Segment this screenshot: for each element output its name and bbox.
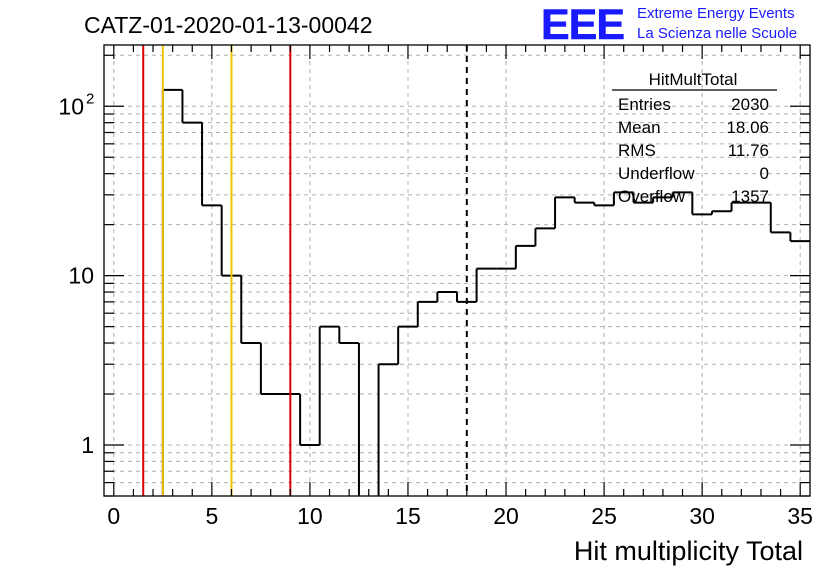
stats-label: Mean xyxy=(618,118,661,137)
stats-value: 18.06 xyxy=(726,118,769,137)
x-tick-labels: 0 5 10 15 20 25 30 35 xyxy=(107,503,813,529)
x-tick-label: 35 xyxy=(787,503,813,529)
x-tick-label: 5 xyxy=(205,503,218,529)
y-tick-exponent: 2 xyxy=(86,90,94,107)
org-name-line1: Extreme Energy Events xyxy=(637,5,795,22)
y-tick-label: 10 xyxy=(58,93,84,119)
x-tick-label: 0 xyxy=(107,503,120,529)
stats-box: HitMultTotal Entries 2030 Mean 18.06 RMS… xyxy=(612,70,777,206)
y-tick-label: 1 xyxy=(81,432,94,458)
stats-row-entries: Entries 2030 xyxy=(618,95,769,114)
x-tick-label: 10 xyxy=(297,503,323,529)
org-name-line2: La Scienza nelle Scuole xyxy=(637,25,797,42)
stats-label: Overflow xyxy=(618,187,686,206)
x-tick-label: 25 xyxy=(591,503,617,529)
stats-label: Entries xyxy=(618,95,671,114)
stats-label: Underflow xyxy=(618,164,695,183)
run-title: CATZ-01-2020-01-13-00042 xyxy=(84,12,373,38)
eee-logo: EEE xyxy=(541,1,624,49)
stats-row-underflow: Underflow 0 xyxy=(618,164,769,183)
x-axis-label: Hit multiplicity Total xyxy=(574,536,803,566)
x-tick-label: 30 xyxy=(689,503,715,529)
stats-label: RMS xyxy=(618,141,656,160)
stats-row-overflow: Overflow 1357 xyxy=(618,187,769,206)
stats-title: HitMultTotal xyxy=(649,70,738,89)
plot-frame xyxy=(103,44,811,497)
stats-value: 0 xyxy=(760,164,769,183)
stats-value: 11.76 xyxy=(728,141,769,160)
cut-lines-layer xyxy=(142,45,468,496)
grid-layer xyxy=(104,45,810,497)
x-tick-label: 20 xyxy=(493,503,519,529)
x-tick-label: 15 xyxy=(395,503,421,529)
stats-row-rms: RMS 11.76 xyxy=(618,141,769,160)
stats-value: 2030 xyxy=(731,95,769,114)
stats-value: 1357 xyxy=(731,187,769,206)
y-tick-label: 10 xyxy=(68,263,94,289)
stats-row-mean: Mean 18.06 xyxy=(618,118,769,137)
axis-ticks xyxy=(104,45,810,497)
